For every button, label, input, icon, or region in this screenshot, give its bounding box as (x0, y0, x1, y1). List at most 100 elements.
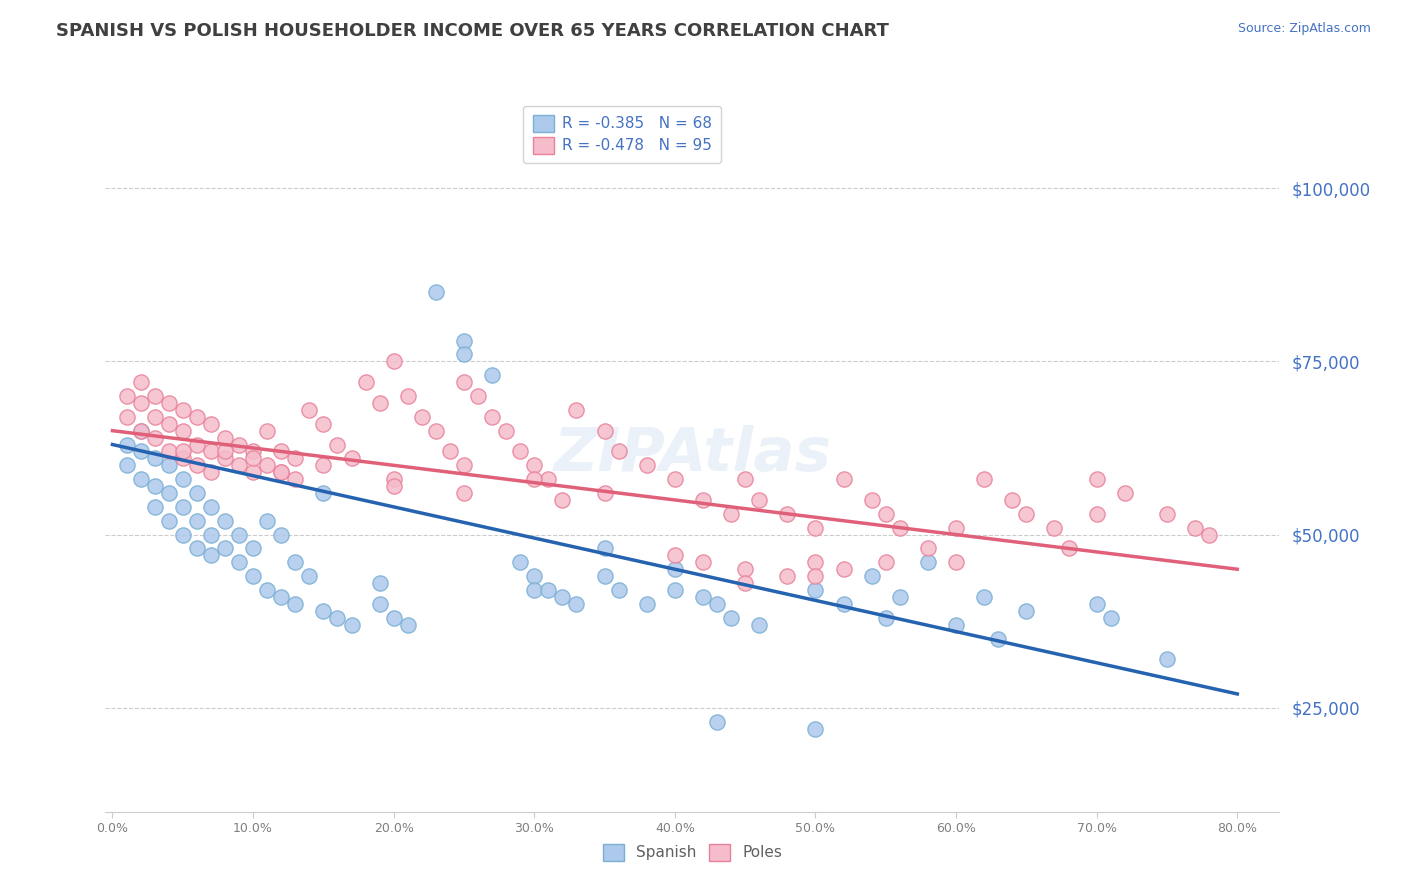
Point (593, 541, 616, 556)
Point (242, 465, 264, 479)
Point (200, 444, 222, 458)
Point (312, 417, 335, 431)
Point (326, 611, 349, 625)
Point (129, 424, 152, 438)
Point (945, 555, 967, 569)
Point (186, 486, 208, 500)
Point (157, 458, 180, 473)
Point (636, 597, 658, 611)
Point (1099, 611, 1122, 625)
Point (256, 424, 278, 438)
Point (734, 576, 756, 591)
Point (298, 569, 321, 583)
Point (973, 590, 995, 604)
Point (1085, 472, 1108, 486)
Point (1085, 597, 1108, 611)
Point (129, 424, 152, 438)
Point (270, 465, 292, 479)
Point (804, 521, 827, 535)
Point (734, 562, 756, 576)
Point (537, 582, 560, 597)
Point (143, 500, 166, 514)
Legend: Spanish, Poles: Spanish, Poles (595, 837, 790, 868)
Point (115, 437, 138, 451)
Point (1156, 652, 1178, 666)
Point (143, 479, 166, 493)
Text: ZIPAtlas: ZIPAtlas (554, 425, 831, 484)
Point (776, 569, 799, 583)
Point (523, 472, 546, 486)
Point (157, 444, 180, 458)
Point (129, 472, 152, 486)
Point (692, 555, 714, 569)
Point (396, 617, 419, 632)
Point (172, 527, 194, 541)
Point (551, 590, 574, 604)
Text: Source: ZipAtlas.com: Source: ZipAtlas.com (1237, 22, 1371, 36)
Point (917, 555, 939, 569)
Point (172, 472, 194, 486)
Point (481, 368, 503, 383)
Point (157, 486, 180, 500)
Point (186, 458, 208, 473)
Point (1043, 521, 1066, 535)
Point (382, 354, 405, 368)
Point (706, 714, 728, 729)
Point (453, 334, 475, 348)
Point (214, 451, 236, 466)
Point (565, 403, 588, 417)
Point (200, 417, 222, 431)
Point (1057, 541, 1080, 556)
Point (340, 451, 363, 466)
Point (692, 492, 714, 507)
Point (270, 444, 292, 458)
Point (875, 555, 897, 569)
Point (340, 617, 363, 632)
Point (425, 285, 447, 299)
Point (495, 424, 517, 438)
Point (439, 444, 461, 458)
Point (607, 444, 630, 458)
Point (312, 486, 335, 500)
Point (832, 562, 855, 576)
Point (748, 492, 770, 507)
Point (945, 617, 967, 632)
Point (129, 375, 152, 389)
Point (1114, 486, 1136, 500)
Point (200, 500, 222, 514)
Point (1198, 527, 1220, 541)
Point (453, 347, 475, 361)
Point (411, 409, 433, 424)
Point (172, 403, 194, 417)
Point (157, 417, 180, 431)
Point (1001, 492, 1024, 507)
Point (382, 472, 405, 486)
Point (186, 409, 208, 424)
Point (664, 472, 686, 486)
Point (143, 389, 166, 403)
Point (242, 451, 264, 466)
Point (186, 437, 208, 451)
Point (565, 597, 588, 611)
Point (523, 458, 546, 473)
Point (115, 409, 138, 424)
Point (115, 389, 138, 403)
Point (172, 444, 194, 458)
Point (214, 431, 236, 445)
Text: SPANISH VS POLISH HOUSEHOLDER INCOME OVER 65 YEARS CORRELATION CHART: SPANISH VS POLISH HOUSEHOLDER INCOME OVE… (56, 22, 889, 40)
Point (256, 582, 278, 597)
Point (298, 403, 321, 417)
Point (1156, 507, 1178, 521)
Point (368, 576, 391, 591)
Point (453, 458, 475, 473)
Point (200, 527, 222, 541)
Point (228, 437, 250, 451)
Point (987, 632, 1010, 646)
Point (228, 555, 250, 569)
Point (143, 451, 166, 466)
Point (748, 617, 770, 632)
Point (636, 458, 658, 473)
Point (425, 424, 447, 438)
Point (157, 396, 180, 410)
Point (143, 431, 166, 445)
